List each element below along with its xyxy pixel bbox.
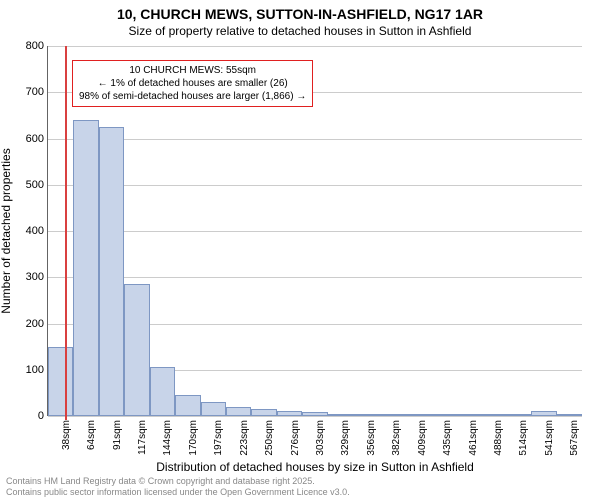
histogram-bar: [99, 127, 124, 416]
x-tick-label: 91sqm: [112, 420, 123, 480]
property-size-histogram: 10, CHURCH MEWS, SUTTON-IN-ASHFIELD, NG1…: [0, 0, 600, 500]
histogram-bar: [506, 414, 531, 416]
y-tick-label: 0: [4, 410, 44, 422]
grid-line: [48, 231, 582, 232]
x-tick-label: 356sqm: [366, 420, 377, 480]
y-tick-label: 700: [4, 86, 44, 98]
histogram-bar: [226, 407, 251, 416]
histogram-bar: [150, 367, 175, 416]
footer-line-2: Contains public sector information licen…: [6, 487, 350, 498]
histogram-bar: [429, 414, 454, 416]
x-tick-label: 303sqm: [315, 420, 326, 480]
histogram-bar: [353, 414, 378, 416]
y-tick-label: 400: [4, 225, 44, 237]
y-tick-label: 600: [4, 133, 44, 145]
annotation-line-3: 98% of semi-detached houses are larger (…: [79, 90, 306, 103]
histogram-bar: [404, 414, 429, 416]
x-tick-label: 514sqm: [518, 420, 529, 480]
grid-line: [48, 277, 582, 278]
histogram-bar: [302, 412, 327, 416]
grid-line: [48, 46, 582, 47]
x-tick-label: 567sqm: [569, 420, 580, 480]
histogram-bar: [124, 284, 149, 416]
y-tick-label: 200: [4, 318, 44, 330]
histogram-bar: [48, 347, 73, 416]
histogram-bar: [531, 411, 556, 416]
x-tick-label: 409sqm: [417, 420, 428, 480]
y-tick-label: 300: [4, 271, 44, 283]
x-tick-label: 117sqm: [137, 420, 148, 480]
histogram-bar: [379, 414, 404, 416]
annotation-line-1: 10 CHURCH MEWS: 55sqm: [79, 64, 306, 77]
x-tick-label: 38sqm: [61, 420, 72, 480]
grid-line: [48, 185, 582, 186]
annotation-box: 10 CHURCH MEWS: 55sqm ← 1% of detached h…: [72, 60, 313, 107]
x-tick-label: 276sqm: [290, 420, 301, 480]
x-tick-label: 144sqm: [162, 420, 173, 480]
x-tick-label: 488sqm: [493, 420, 504, 480]
y-tick-label: 500: [4, 179, 44, 191]
histogram-bar: [557, 414, 582, 416]
y-tick-label: 800: [4, 40, 44, 52]
x-tick-label: 435sqm: [442, 420, 453, 480]
annotation-line-2: ← 1% of detached houses are smaller (26): [79, 77, 306, 90]
histogram-bar: [175, 395, 200, 416]
chart-title-sub: Size of property relative to detached ho…: [0, 24, 600, 38]
histogram-bar: [201, 402, 226, 416]
x-tick-label: 250sqm: [264, 420, 275, 480]
histogram-bar: [455, 414, 480, 416]
chart-title-main: 10, CHURCH MEWS, SUTTON-IN-ASHFIELD, NG1…: [0, 6, 600, 22]
x-tick-label: 170sqm: [188, 420, 199, 480]
x-tick-label: 197sqm: [213, 420, 224, 480]
histogram-bar: [73, 120, 98, 416]
x-tick-label: 541sqm: [544, 420, 555, 480]
grid-line: [48, 139, 582, 140]
histogram-bar: [277, 411, 302, 416]
histogram-bar: [480, 414, 505, 416]
x-tick-label: 461sqm: [468, 420, 479, 480]
y-tick-label: 100: [4, 364, 44, 376]
x-tick-label: 64sqm: [86, 420, 97, 480]
histogram-bar: [328, 414, 353, 416]
histogram-bar: [251, 409, 276, 416]
x-tick-label: 223sqm: [239, 420, 250, 480]
subject-marker-line: [65, 46, 67, 420]
x-tick-label: 329sqm: [340, 420, 351, 480]
x-tick-label: 382sqm: [391, 420, 402, 480]
grid-line: [48, 416, 582, 417]
